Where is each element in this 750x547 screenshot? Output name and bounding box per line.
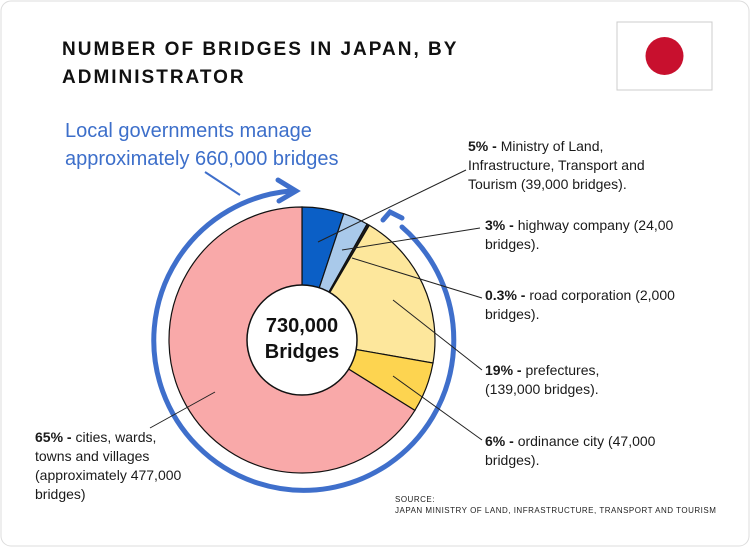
leader-line <box>341 227 481 251</box>
category-label: Ministry of Land, Infrastructure, Transp… <box>468 138 645 192</box>
category-label: ordinance city (47,000 bridges). <box>485 433 656 468</box>
value-label: 0.3% - <box>485 287 526 303</box>
value-label: 5% - <box>468 138 497 154</box>
value-label: 65% - <box>35 429 72 445</box>
value-label: 19% - <box>485 362 522 378</box>
leaders <box>149 169 483 441</box>
arrows <box>151 177 457 493</box>
leader-line <box>351 257 483 299</box>
category-label: highway company (24,00 bridges). <box>485 217 674 252</box>
center-label: 730,000 Bridges <box>247 313 357 365</box>
leader-line <box>392 299 483 371</box>
label: 3% - highway company (24,00 bridges). <box>485 216 675 254</box>
label: 65% - cities, wards, towns and villages … <box>35 428 185 504</box>
label: 0.3% - road corporation (2,000 bridges). <box>485 286 685 324</box>
annotation: Local governments manage approximately 6… <box>65 120 339 170</box>
arrow-head <box>275 177 301 204</box>
center-value: 730,000 <box>265 315 339 337</box>
donut-hole <box>246 284 358 396</box>
label: 6% - ordinance city (47,000 bridges). <box>485 432 675 470</box>
label: 19% - prefectures, (139,000 bridges). <box>485 361 645 399</box>
category-label: cities, wards, towns and villages (appro… <box>35 429 182 502</box>
arrow-head <box>380 208 405 223</box>
leader-line <box>392 375 483 441</box>
source-text: JAPAN MINISTRY OF LAND, INFRASTRUCTURE, … <box>395 506 717 515</box>
arrow-arc <box>151 188 457 493</box>
leader-line <box>317 169 467 243</box>
source: SOURCE: JAPAN MINISTRY OF LAND, INFRASTRU… <box>395 494 716 516</box>
source-title: SOURCE: <box>395 495 435 504</box>
category-label: prefectures, (139,000 bridges). <box>485 362 600 397</box>
flag-sun <box>645 37 684 75</box>
category-label: road corporation (2,000 bridges). <box>485 287 675 322</box>
chart-title: NUMBER OF BRIDGES IN JAPAN, BY ADMINISTR… <box>62 39 459 88</box>
value-label: 3% - <box>485 217 514 233</box>
leader-line <box>149 391 216 429</box>
center-text: Bridges <box>264 341 340 363</box>
value-label: 6% - <box>485 433 514 449</box>
label: 5% - Ministry of Land, Infrastructure, T… <box>468 137 678 194</box>
annotation-pointer <box>204 171 241 196</box>
